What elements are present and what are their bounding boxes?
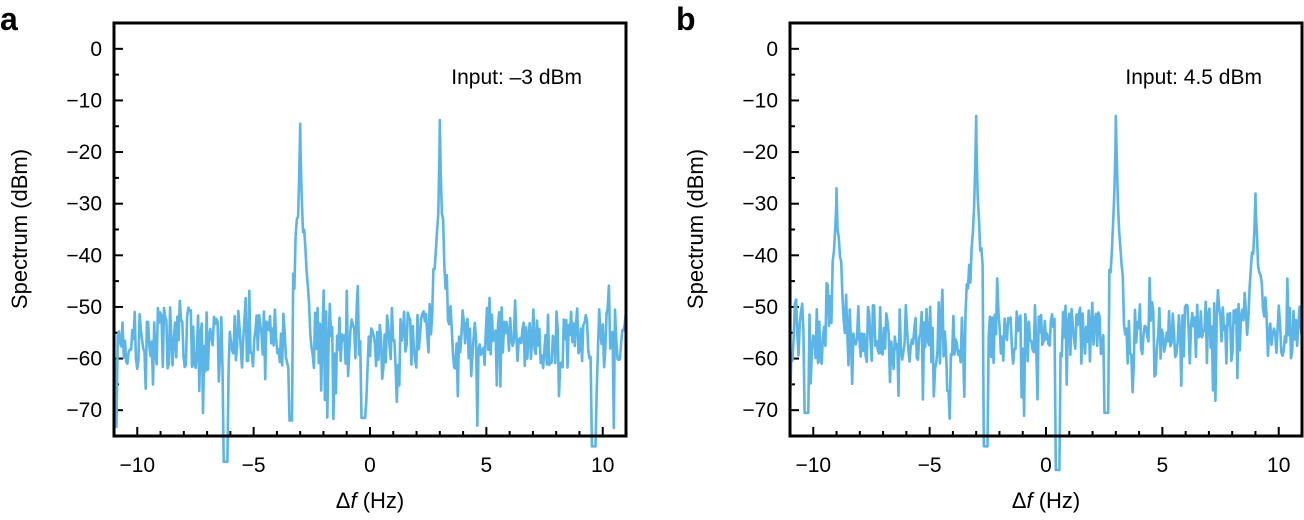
y-tick-label: −70 [66, 399, 102, 422]
y-tick-label: −40 [66, 244, 102, 267]
panel-a-x-axis-symbol: Δ [336, 488, 351, 513]
y-tick-label: −60 [66, 348, 102, 371]
y-tick-label: −20 [742, 141, 778, 164]
y-tick-label: −60 [742, 348, 778, 371]
panel-b-y-axis-title: Spectrum (dBm) [683, 149, 708, 309]
panel-a-y-axis-title: Spectrum (dBm) [7, 149, 32, 309]
y-tick-label: −10 [742, 89, 778, 112]
panel-b-letter: b [676, 1, 696, 37]
panel-a-plot-frame [112, 21, 628, 438]
panel-b-annotation: Input: 4.5 dBm [1125, 66, 1262, 89]
panel-b-spectrum-line [788, 114, 1304, 472]
panel-a-spectrum-line [112, 118, 628, 464]
x-tick-label: −5 [918, 454, 942, 477]
x-tick-label: 5 [481, 454, 493, 477]
panel-b-y-ticks: 0 −10 −20 −30 −40 −50 −60 −70 [742, 22, 799, 422]
panel-b-plot-frame [788, 21, 1304, 438]
x-tick-label: 0 [364, 454, 376, 477]
panel-b-x-axis-unit: (Hz) [1033, 488, 1081, 513]
y-tick-label: −10 [66, 89, 102, 112]
y-tick-label: −30 [66, 193, 102, 216]
panel-a-letter: a [0, 1, 18, 37]
x-tick-label: 10 [591, 454, 614, 477]
y-tick-label: −70 [742, 399, 778, 422]
panel-a-annotation: Input: –3 dBm [451, 66, 582, 89]
x-tick-label: 5 [1157, 454, 1169, 477]
panel-b-x-axis-symbol: Δ [1012, 488, 1027, 513]
panel-a-x-axis-unit: (Hz) [357, 488, 405, 513]
panel-b: b Input: 4.5 dBm 0−10−20−30−40−50−60−70 … [676, 1, 1304, 513]
y-tick-label: −50 [66, 296, 102, 319]
y-tick-label: 0 [90, 38, 102, 61]
x-tick-label: 0 [1040, 454, 1052, 477]
panel-b-x-axis-title: Δf (Hz) [1012, 488, 1080, 513]
y-tick-label: −50 [742, 296, 778, 319]
y-tick-label: −20 [66, 141, 102, 164]
x-tick-label: −10 [119, 454, 155, 477]
panel-a-y-ticks: 0 −10 −20 −30 −40 −50 −60 −70 [66, 22, 123, 422]
y-tick-label: 0 [766, 38, 778, 61]
x-tick-label: −5 [242, 454, 266, 477]
y-tick-label: −40 [742, 244, 778, 267]
x-tick-label: 10 [1267, 454, 1290, 477]
y-tick-label: −30 [742, 193, 778, 216]
panel-a-x-axis-variable: f [350, 488, 359, 513]
panel-a: a Input: –3 dBm 0−10−20−30−40−50−60−70 −… [0, 1, 628, 513]
panel-a-x-axis-title: Δf (Hz) [336, 488, 404, 513]
panel-b-x-axis-variable: f [1026, 488, 1035, 513]
x-tick-label: −10 [795, 454, 831, 477]
